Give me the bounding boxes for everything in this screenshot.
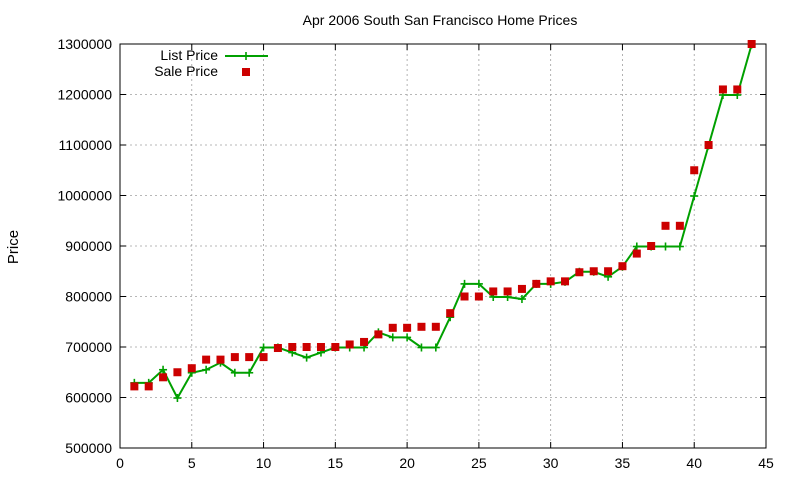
chart-title: Apr 2006 South San Francisco Home Prices [303,12,578,28]
sale-price-point [446,309,455,318]
sale-price-point [216,355,225,364]
sale-price-point [245,353,254,362]
legend: List Price Sale Price [154,47,268,79]
legend-sample-sale-price [242,68,250,76]
list-price-point [517,295,526,304]
list-price-point [159,365,168,374]
x-tick-label: 15 [328,455,344,471]
sale-price-point [718,85,727,94]
list-price-point [690,192,699,201]
y-axis-label: Price [5,230,22,264]
list-price-point [388,333,397,342]
list-price-point [675,242,684,251]
sale-price-point [604,267,613,276]
sale-price-point [704,141,713,149]
sale-price-point [230,353,239,362]
x-tick-label: 20 [399,455,415,471]
sale-price-point [575,268,584,277]
sale-price-point [589,267,598,276]
sale-price-point [288,343,297,351]
sale-price-point [503,287,512,296]
list-price-line [134,44,753,401]
x-tick-label: 25 [471,455,487,471]
y-tick-label: 700000 [65,339,112,355]
list-price-point [173,394,182,403]
sale-price-point [690,166,699,175]
sale-price-point [273,344,282,353]
list-price-point [460,279,469,288]
sale-price-point [632,249,641,258]
y-tick-label: 800000 [65,289,112,305]
sale-price-point [747,40,756,48]
list-price-point [417,343,426,352]
y-tick-label: 1200000 [57,87,112,103]
sale-price-point [403,323,412,332]
x-tick-label: 35 [615,455,631,471]
sale-price-point [302,343,311,351]
sale-price-point [647,242,656,250]
sale-price-point [388,323,397,332]
sale-price-point [675,221,684,230]
sale-price-point [259,353,268,362]
sale-price-point [561,277,570,286]
sale-price-point [489,287,498,296]
list-price-point [202,365,211,374]
x-tick-label: 5 [188,455,196,471]
x-tick-label: 0 [116,455,124,471]
sale-price-point [460,292,469,301]
y-tick-label: 1000000 [57,188,112,204]
list-price-point [302,353,311,362]
list-price-point [431,343,440,352]
list-price-point [661,242,670,251]
list-price-point [403,333,412,342]
sale-price-point [417,322,426,331]
list-price-point [632,242,641,251]
x-tick-label: 40 [686,455,702,471]
sale-price-point [474,292,483,301]
x-tick-label: 45 [758,455,774,471]
sale-price-point [159,373,168,382]
sale-price-point [130,382,139,391]
sale-price-point [618,262,627,271]
x-tick-label: 30 [543,455,559,471]
sale-price-point [331,343,340,351]
list-price-point [259,343,268,352]
y-tick-label: 500000 [65,440,112,456]
x-tick-label: 10 [256,455,272,471]
axis-layer: 0 5 10 15 20 25 30 35 40 45 500000 600000 700000 8000… [57,36,774,471]
series-layer [130,40,756,403]
sale-price-point [345,340,354,349]
sale-price-point [144,382,153,391]
sale-price-point [733,85,742,94]
list-price-point [230,368,239,377]
sale-price-point [360,337,369,346]
sale-price-point [202,355,211,364]
y-tick-label: 600000 [65,390,112,406]
sale-price-point [517,284,526,293]
legend-label-sale-price: Sale Price [154,63,218,79]
sale-price-point [316,343,325,351]
list-price-point [474,279,483,288]
sale-price-point [546,277,555,286]
legend-label-list-price: List Price [160,47,218,63]
y-tick-label: 1300000 [57,36,112,52]
sale-price-point [173,368,182,377]
sale-price-point [532,279,541,288]
sale-price-point [661,221,670,230]
sale-price-point [374,330,383,339]
y-tick-label: 1100000 [59,137,113,153]
sale-price-point [431,322,440,331]
y-tick-label: 900000 [65,238,112,254]
sale-price-point [187,364,196,373]
list-price-point [245,368,254,377]
grid-layer [120,44,766,448]
